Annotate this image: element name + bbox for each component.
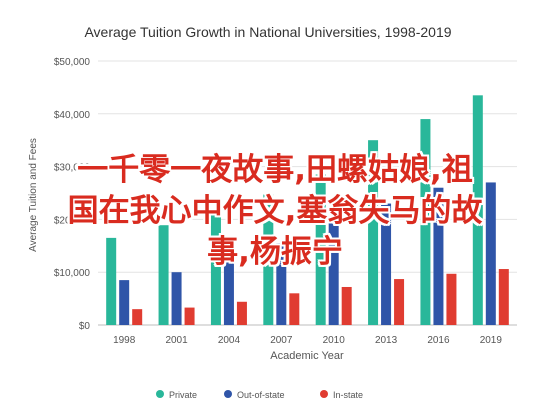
bar-out-of-state [433, 187, 444, 325]
bar-private [106, 237, 117, 325]
bars [106, 95, 509, 325]
bar-out-of-state [276, 243, 287, 325]
bar-in-state [289, 293, 300, 325]
x-tick-label: 2001 [165, 335, 188, 346]
legend-marker [320, 390, 328, 398]
y-axis-ticks: $0 $10,000 $20,000 $30,000 $40,000 $50,000 [54, 57, 91, 332]
y-tick-label: $40,000 [54, 110, 91, 121]
bar-private [472, 95, 483, 325]
y-tick-label: $0 [79, 321, 91, 332]
bar-private [210, 212, 221, 325]
legend-label: Private [169, 390, 197, 400]
bar-in-state [236, 301, 247, 325]
legend-label: Out-of-state [237, 390, 285, 400]
x-tick-label: 1998 [113, 335, 136, 346]
y-tick-label: $30,000 [54, 163, 91, 174]
bar-out-of-state [381, 203, 392, 325]
x-tick-label: 2019 [480, 335, 503, 346]
x-tick-label: 2013 [375, 335, 398, 346]
x-tick-label: 2016 [427, 335, 450, 346]
x-tick-label: 2010 [323, 335, 346, 346]
x-axis-ticks: 1998 2001 2004 2007 2010 2013 2016 2019 [113, 335, 502, 346]
bar-in-state [341, 286, 352, 325]
bar-private [263, 194, 274, 325]
x-axis-label: Academic Year [270, 350, 344, 362]
bar-private [315, 174, 326, 325]
legend: Private Out-of-state In-state [156, 390, 363, 400]
bar-out-of-state [485, 182, 496, 325]
legend-marker [156, 390, 164, 398]
bar-out-of-state [171, 272, 182, 325]
legend-label: In-state [333, 390, 363, 400]
x-tick-label: 2007 [270, 335, 293, 346]
y-tick-label: $20,000 [54, 215, 91, 226]
bar-private [420, 119, 431, 325]
x-tick-label: 2004 [218, 335, 241, 346]
y-axis-label: Average Tuition and Fees [28, 138, 39, 252]
y-tick-label: $10,000 [54, 268, 91, 279]
bar-out-of-state [119, 280, 130, 325]
bar-in-state [498, 269, 509, 325]
bar-in-state [446, 273, 457, 325]
bar-out-of-state [223, 259, 234, 325]
bar-in-state [132, 309, 143, 325]
bar-private [158, 225, 169, 325]
bar-out-of-state [328, 222, 339, 325]
legend-marker [224, 390, 232, 398]
bar-in-state [394, 279, 405, 325]
y-tick-label: $50,000 [54, 57, 91, 68]
chart-title: Average Tuition Growth in National Unive… [84, 24, 451, 40]
bar-in-state [184, 307, 195, 325]
bar-private [368, 140, 379, 325]
